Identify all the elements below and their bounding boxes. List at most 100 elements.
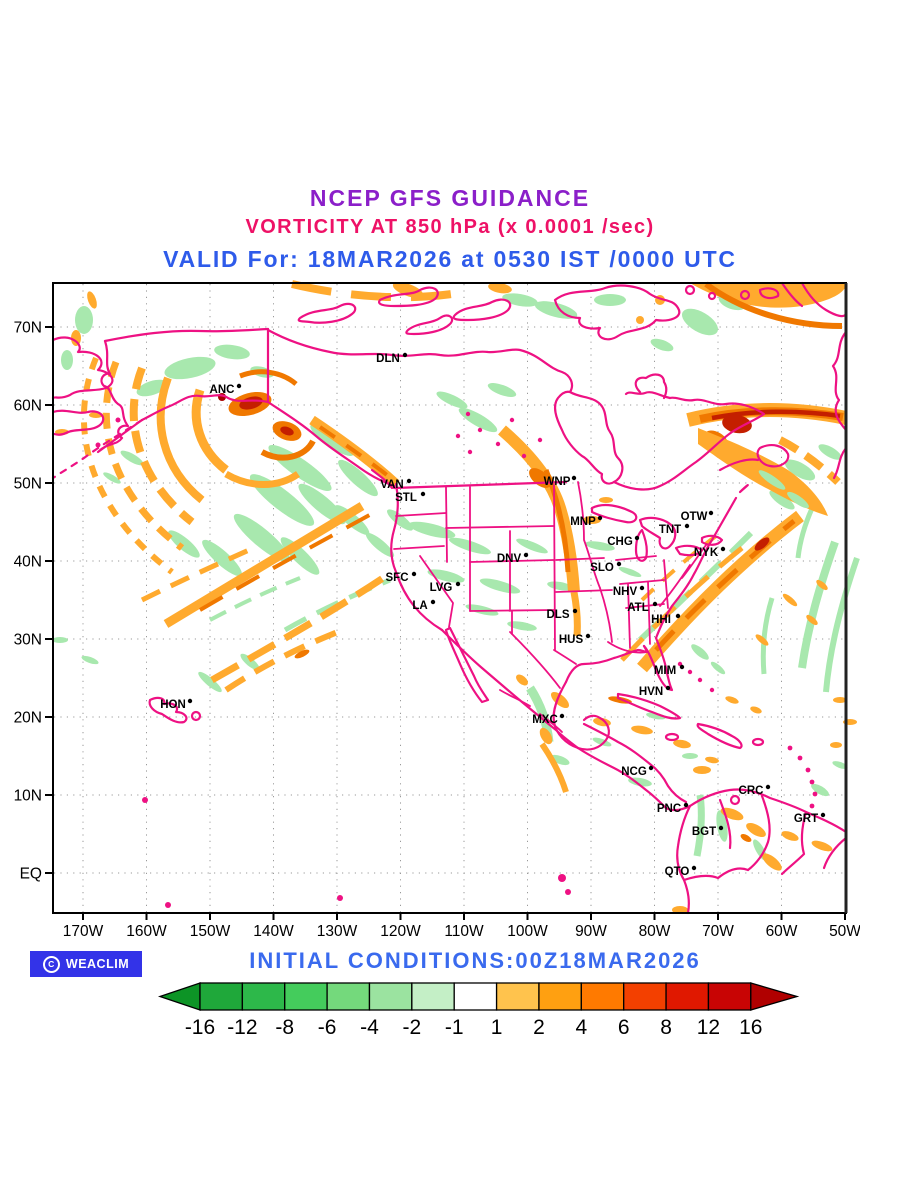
city-marker-dot [720, 546, 726, 552]
lat-tick-label: 10N [14, 788, 42, 805]
lon-tick-label: 110W [444, 923, 484, 940]
map-frame [52, 282, 848, 914]
colorbar-segment [199, 982, 244, 1011]
colorbar-tick-label: -1 [445, 1016, 464, 1039]
city-label: WNP [544, 476, 571, 488]
city-marker-dot [684, 523, 690, 529]
city-marker-dot [708, 510, 714, 516]
city-label: MNP [570, 516, 596, 528]
copyright-icon: C [42, 955, 60, 973]
city-marker-dot [652, 601, 658, 607]
colorbar-tick-label: 6 [618, 1016, 630, 1039]
city-label: MXC [532, 714, 558, 726]
initial-conditions-line: INITIAL CONDITIONS:00Z18MAR2026 [249, 948, 701, 973]
colorbar-segment [241, 982, 286, 1011]
city-marker-dot [665, 685, 671, 691]
city-marker-dot [683, 802, 689, 808]
city-marker-dot [411, 571, 417, 577]
city-label: HHI [651, 614, 671, 626]
city-label: SFC [386, 572, 409, 584]
colorbar-segment [368, 982, 413, 1011]
colorbar-right-arrow [750, 982, 800, 1011]
city-label: NYK [694, 547, 719, 559]
colorbar-segment [326, 982, 371, 1011]
lat-tick-label: 40N [14, 554, 42, 571]
city-label: NHV [613, 586, 638, 598]
city-label: HON [160, 699, 186, 711]
colorbar-segment [623, 982, 667, 1011]
city-marker-dot [571, 475, 577, 481]
lat-tick-label: 60N [14, 398, 42, 415]
colorbar-tick-label: -4 [360, 1016, 379, 1039]
city-marker-dot [675, 613, 681, 619]
colorbar-tick-label: -6 [318, 1016, 337, 1039]
city-marker-dot [679, 664, 685, 670]
city-label: STL [395, 492, 417, 504]
city-label: LVG [430, 582, 453, 594]
coastlines [51, 281, 848, 915]
city-label: MIM [654, 665, 676, 677]
city-marker-dot [406, 478, 412, 484]
city-label: QTO [665, 866, 690, 878]
colorbar-segment [495, 982, 540, 1011]
lon-tick-label: 80W [639, 923, 671, 940]
city-label: OTW [681, 511, 708, 523]
city-marker-dot [402, 352, 408, 358]
colorbar-left-arrow [157, 982, 201, 1011]
city-marker-dot [572, 608, 578, 614]
city-label: LA [412, 600, 427, 612]
lon-tick-label: 140W [253, 923, 294, 940]
city-marker-dot [236, 383, 242, 389]
city-marker-dot [634, 535, 640, 541]
colorbar-tick-label: 2 [533, 1016, 545, 1039]
lon-tick-label: 120W [380, 923, 421, 940]
colorbar-segment [284, 982, 328, 1011]
colorbar-segment [665, 982, 710, 1011]
colorbar-tick-label: 16 [739, 1016, 762, 1039]
lon-tick-label: 60W [766, 923, 798, 940]
valid-time-line: VALID For: 18MAR2026 at 0530 IST /0000 U… [163, 246, 737, 272]
city-marker-dot [639, 585, 645, 591]
city-label: ANC [210, 384, 235, 396]
lat-tick-label: 70N [14, 320, 42, 337]
city-marker-dot [187, 698, 193, 704]
city-marker-dot [455, 581, 461, 587]
city-label: TNT [659, 524, 681, 536]
colorbar-tick-label: 4 [575, 1016, 587, 1039]
city-label: DNV [497, 553, 522, 565]
city-label: BGT [692, 826, 716, 838]
lon-tick-label: 50W [829, 923, 860, 940]
lat-tick-label: 50N [14, 476, 42, 493]
lat-tick-label: EQ [20, 866, 42, 883]
city-label: CHG [607, 536, 633, 548]
weaclim-logo: C WEACLIM [30, 951, 142, 977]
lat-tick-label: 30N [14, 632, 42, 649]
colorbar-tick-label: -16 [185, 1016, 215, 1039]
colorbar-tick-label: -12 [227, 1016, 257, 1039]
city-marker-dot [820, 812, 826, 818]
city-label: DLN [376, 353, 400, 365]
lon-tick-label: 100W [507, 923, 548, 940]
city-marker-dot [420, 491, 426, 497]
map-subtitle: VORTICITY AT 850 hPa (x 0.0001 /sec) [245, 216, 655, 238]
city-marker-dot [430, 599, 436, 605]
colorbar-segment [707, 982, 752, 1011]
city-marker-dot [648, 765, 654, 771]
colorbar-segment [538, 982, 582, 1011]
city-label: SLO [590, 562, 614, 574]
city-marker-dot [523, 552, 529, 558]
lon-tick-label: 90W [575, 923, 607, 940]
axis-layer: 70N 60N 50N 40N 30N 20N 10N EQ 170W 160W 150W 140W 1… [14, 320, 860, 941]
colorbar-segment [453, 982, 498, 1011]
lon-tick-label: 130W [317, 923, 358, 940]
colorbar-tick-label: 1 [491, 1016, 503, 1039]
city-marker-dot [691, 865, 697, 871]
city-marker-dot [597, 515, 603, 521]
colorbar-tick-label: -2 [403, 1016, 422, 1039]
city-label: NCG [621, 766, 647, 778]
brand-name: WEACLIM [65, 957, 130, 971]
city-marker-dot [616, 561, 622, 567]
vorticity-colorbar: -16 -12 -8 -6 -4 -2 -1 1 2 4 6 8 12 16 [157, 982, 800, 1039]
